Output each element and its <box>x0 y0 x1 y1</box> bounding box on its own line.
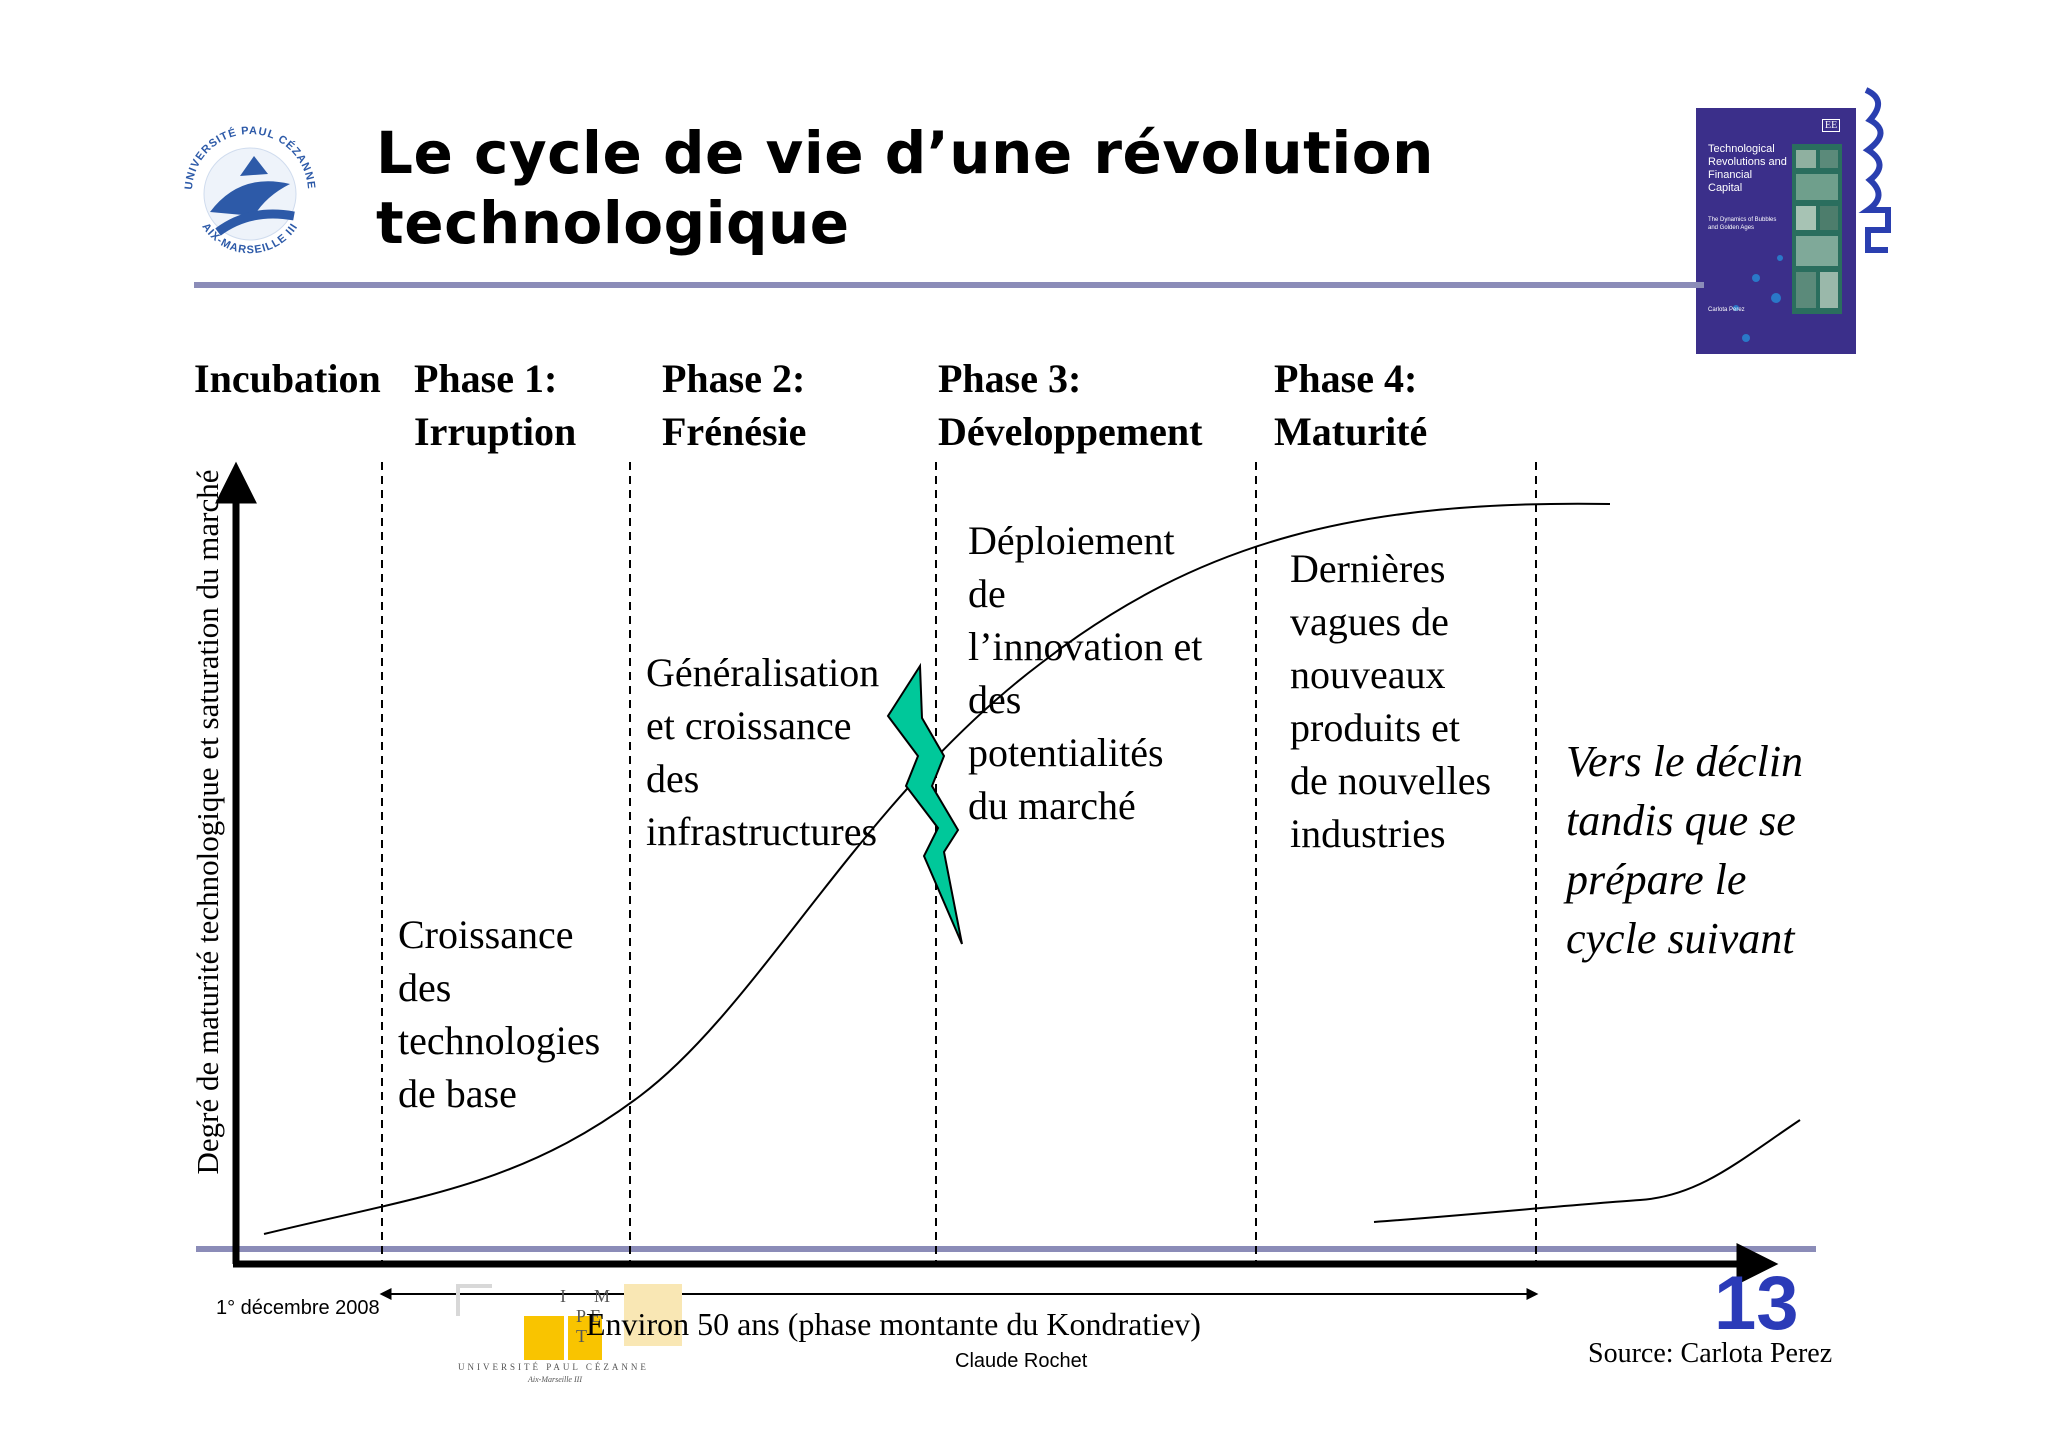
span-label: Environ 50 ans (phase montante du Kondra… <box>586 1306 1201 1342</box>
phase-header-developpement: Phase 3: Développement <box>938 352 1202 458</box>
description-line: industries <box>1290 811 1446 856</box>
description-line: de <box>968 571 1006 616</box>
decorative-script <box>1858 87 1891 253</box>
book-title: Technological Revolutions and Financial … <box>1708 143 1787 194</box>
description-line: produits et <box>1290 705 1460 750</box>
description-line: Dernières <box>1290 546 1446 591</box>
description-line: de nouvelles <box>1290 758 1492 803</box>
description-line: prépare le <box>1566 855 1747 904</box>
description-line: des <box>968 677 1022 722</box>
description-line: potentialités <box>968 730 1164 775</box>
source-credit: Source: Carlota Perez <box>1588 1338 1833 1369</box>
book-cover-image <box>1696 108 1856 354</box>
book-subtitle: The Dynamics of Bubbles and Golden Ages <box>1708 217 1777 231</box>
phase-header-line2: Maturité <box>1274 409 1428 454</box>
book-publisher: EE <box>1822 119 1841 132</box>
s-curve <box>263 502 1611 1235</box>
description-line: l’innovation et <box>968 624 1203 669</box>
impt-logo: I M P E T UNIVERSITÉ PAUL CÉZANNE Aix-Ma… <box>456 1284 682 1384</box>
phase-header-line1: Phase 1: <box>414 356 558 401</box>
decline-description: Vers le déclin tandis que se prépare le … <box>1566 732 1803 968</box>
phase-header-line1: Incubation <box>194 356 381 401</box>
header-rule <box>194 282 1704 288</box>
slide-date: 1° décembre 2008 <box>216 1297 380 1319</box>
phase-header-incubation: Incubation <box>194 352 381 405</box>
phase-header-line1: Phase 2: <box>662 356 806 401</box>
description-line: infrastructures <box>646 809 878 854</box>
book-author: Carlota Perez <box>1708 307 1745 313</box>
phase2-description: Généralisation et croissance des infrast… <box>646 646 879 858</box>
phase3-description: Déploiement de l’innovation et des poten… <box>968 514 1202 832</box>
phase-header-irruption: Phase 1: Irruption <box>414 352 576 458</box>
phase-header-frenesie: Phase 2: Frénésie <box>662 352 806 458</box>
slide-author: Claude Rochet <box>955 1350 1088 1372</box>
description-line: cycle suivant <box>1566 914 1795 963</box>
description-line: des <box>646 756 700 801</box>
phase-header-line1: Phase 3: <box>938 356 1082 401</box>
description-line: tandis que se <box>1566 796 1796 845</box>
phase-header-maturite: Phase 4: Maturité <box>1274 352 1427 458</box>
title-line-1: Le cycle de vie d’une révolution <box>376 119 1434 187</box>
impt-letter-e: E <box>590 1306 601 1326</box>
phase-header-line1: Phase 4: <box>1274 356 1418 401</box>
impt-letter-i: I <box>560 1286 566 1306</box>
description-line: Déploiement <box>968 518 1175 563</box>
university-logo: UNIVERSITÉ PAUL CÉZANNE AIX-MARSEILLE II… <box>183 125 316 256</box>
description-line: des <box>398 965 452 1010</box>
description-line: technologies <box>398 1018 601 1063</box>
next-cycle-curve <box>1373 1119 1801 1223</box>
footer-rule <box>196 1246 1816 1252</box>
slide-title: Le cycle de vie d’une révolution technol… <box>376 118 1676 258</box>
description-line: Généralisation <box>646 650 880 695</box>
impt-letter-t: T <box>576 1326 587 1346</box>
phase-header-line2: Frénésie <box>662 409 807 454</box>
description-line: Croissance <box>398 912 574 957</box>
impt-subcaption: Aix-Marseille III <box>527 1375 582 1384</box>
description-line: et croissance <box>646 703 852 748</box>
y-axis-label: Degré de maturité technologique et satur… <box>190 469 225 1175</box>
description-line: de base <box>398 1071 517 1116</box>
lightning-bolt-icon <box>886 662 963 945</box>
description-line: vagues de <box>1290 599 1449 644</box>
phase-header-line2: Irruption <box>414 409 577 454</box>
impt-letter-m: M <box>594 1286 610 1306</box>
title-line-2: technologique <box>376 189 850 257</box>
phase1-description: Croissance des technologies de base <box>398 908 600 1120</box>
description-line: Vers le déclin <box>1566 737 1804 786</box>
phase-header-line2: Développement <box>938 409 1203 454</box>
impt-caption: UNIVERSITÉ PAUL CÉZANNE <box>458 1362 649 1372</box>
description-line: du marché <box>968 783 1136 828</box>
description-line: nouveaux <box>1290 652 1446 697</box>
phase4-description: Dernières vagues de nouveaux produits et… <box>1290 542 1491 860</box>
slide-number: 13 <box>1714 1261 1799 1346</box>
impt-letter-p: P <box>576 1306 586 1326</box>
